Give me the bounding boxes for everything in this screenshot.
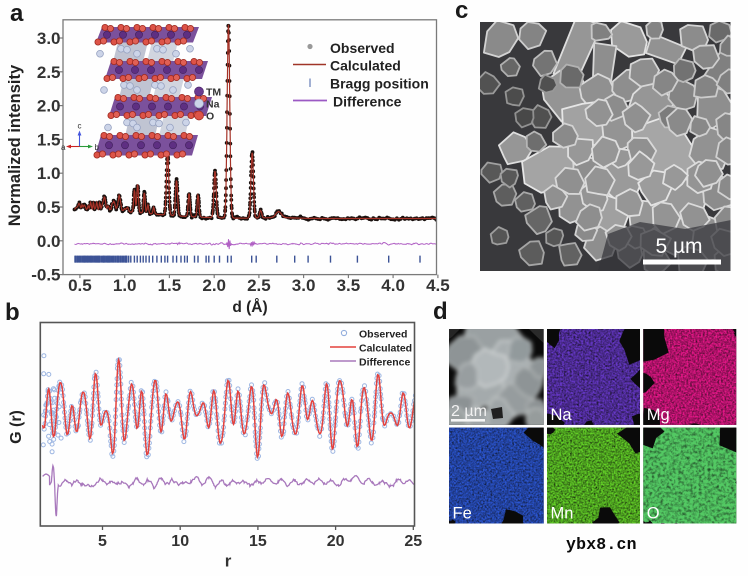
svg-text:2.5: 2.5 <box>247 276 271 295</box>
svg-text:3.0: 3.0 <box>37 29 61 48</box>
svg-text:3.0: 3.0 <box>292 276 316 295</box>
svg-text:2 µm: 2 µm <box>451 403 487 420</box>
svg-text:Normalized intensity: Normalized intensity <box>6 64 24 226</box>
svg-text:Na: Na <box>551 406 573 424</box>
svg-text:O: O <box>647 505 660 523</box>
svg-text:25: 25 <box>404 533 422 550</box>
svg-text:a: a <box>61 143 66 152</box>
svg-text:0.0: 0.0 <box>37 232 61 251</box>
svg-text:0.5: 0.5 <box>37 198 61 217</box>
svg-text:TM: TM <box>206 87 221 99</box>
svg-text:Calculated: Calculated <box>330 58 401 74</box>
svg-text:2.5: 2.5 <box>37 63 61 82</box>
svg-text:b: b <box>5 299 20 326</box>
svg-text:Difference: Difference <box>333 94 402 110</box>
svg-text:Fe: Fe <box>453 505 472 523</box>
svg-text:1.5: 1.5 <box>37 130 61 149</box>
svg-text:5: 5 <box>98 533 107 550</box>
svg-text:O: O <box>206 111 214 123</box>
svg-text:a: a <box>10 0 24 27</box>
svg-text:c: c <box>78 122 82 131</box>
svg-text:0.5: 0.5 <box>68 276 92 295</box>
svg-text:Observed: Observed <box>359 329 407 341</box>
svg-text:Difference: Difference <box>359 357 411 369</box>
svg-text:Na: Na <box>206 99 220 111</box>
svg-text:Observed: Observed <box>330 40 395 56</box>
svg-text:d: d <box>433 298 448 325</box>
svg-text:Bragg position: Bragg position <box>330 76 429 92</box>
svg-text:r: r <box>225 552 232 571</box>
svg-text:c: c <box>455 0 468 24</box>
svg-text:3.5: 3.5 <box>337 276 361 295</box>
svg-text:-0.5: -0.5 <box>31 266 60 285</box>
svg-text:4.0: 4.0 <box>381 276 405 295</box>
svg-text:2.0: 2.0 <box>202 276 226 295</box>
svg-text:15: 15 <box>249 533 267 550</box>
svg-text:G (r): G (r) <box>8 410 25 444</box>
svg-text:1.0: 1.0 <box>37 164 61 183</box>
svg-text:20: 20 <box>327 533 345 550</box>
svg-text:b: b <box>95 143 100 152</box>
svg-text:10: 10 <box>171 533 189 550</box>
svg-text:1.0: 1.0 <box>113 276 137 295</box>
svg-text:Mg: Mg <box>647 406 670 424</box>
svg-text:1.5: 1.5 <box>158 276 182 295</box>
svg-text:2.0: 2.0 <box>37 97 61 116</box>
svg-text:4.5: 4.5 <box>426 276 450 295</box>
svg-text:5 µm: 5 µm <box>655 235 702 258</box>
svg-text:Mn: Mn <box>551 505 574 523</box>
svg-text:ybx8.cn: ybx8.cn <box>566 535 637 554</box>
svg-text:Calculated: Calculated <box>359 343 412 355</box>
svg-text:d (Å): d (Å) <box>232 299 267 316</box>
